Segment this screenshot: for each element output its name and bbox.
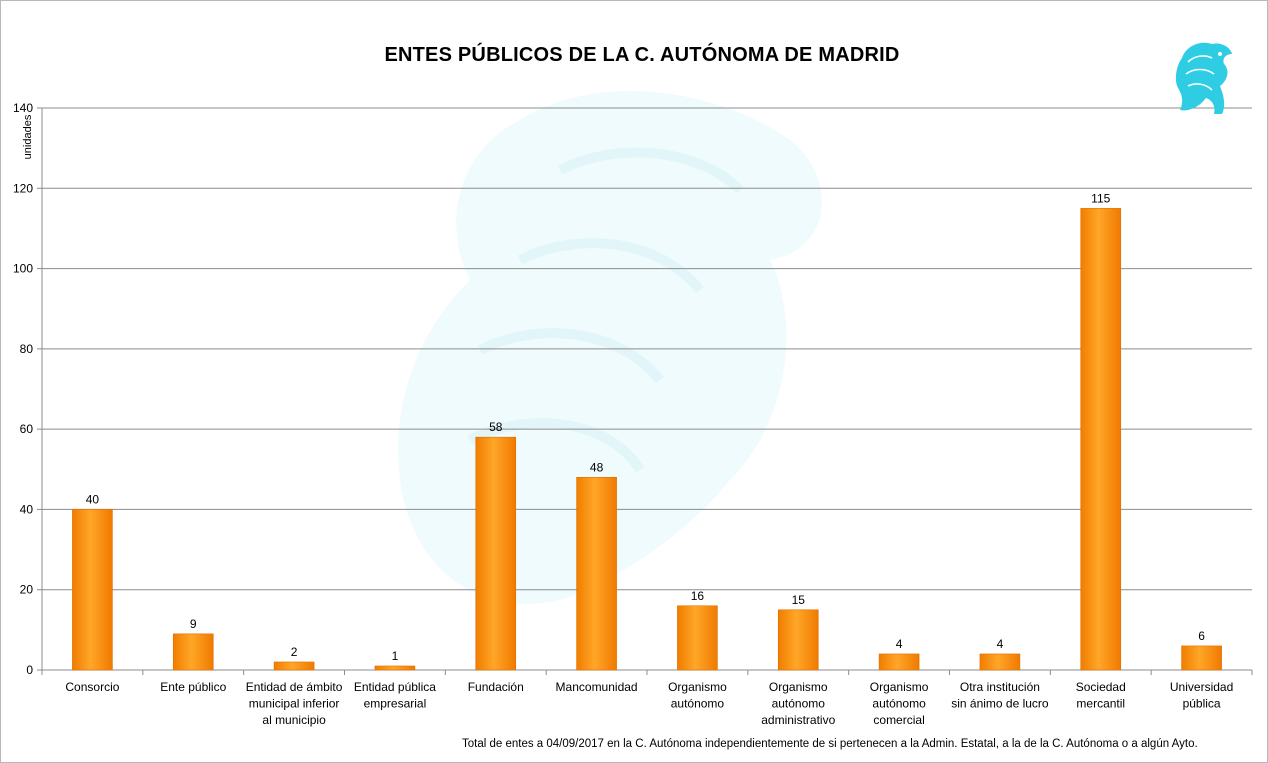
griffin-logo bbox=[1175, 42, 1232, 114]
bar bbox=[374, 665, 416, 671]
value-label: 15 bbox=[792, 593, 806, 607]
y-tick-label: 40 bbox=[20, 502, 34, 516]
axes bbox=[37, 107, 1253, 675]
y-axis-label: unidades bbox=[22, 114, 34, 159]
bar bbox=[273, 661, 315, 671]
value-label: 48 bbox=[590, 460, 604, 474]
bar bbox=[1080, 208, 1122, 671]
value-label: 2 bbox=[291, 645, 298, 659]
value-label: 9 bbox=[190, 617, 197, 631]
y-tick-label: 0 bbox=[26, 663, 33, 677]
bar bbox=[677, 605, 718, 671]
value-label: 4 bbox=[896, 637, 903, 651]
value-label: 40 bbox=[86, 492, 100, 506]
y-tick-label: 120 bbox=[13, 181, 33, 195]
category-label: Organismo autónomo bbox=[668, 680, 727, 711]
value-label: 115 bbox=[1091, 191, 1110, 205]
category-label: Consorcio bbox=[65, 680, 119, 694]
gridlines bbox=[42, 107, 1252, 591]
y-tick-label: 80 bbox=[20, 342, 34, 356]
category-label: Organismo autónomo comercial bbox=[870, 680, 929, 727]
bar bbox=[172, 633, 214, 671]
bar bbox=[1181, 645, 1222, 671]
bar bbox=[878, 653, 920, 671]
y-tick-label: 60 bbox=[20, 422, 34, 436]
chart-title: ENTES PÚBLICOS DE LA C. AUTÓNOMA DE MADR… bbox=[384, 44, 900, 66]
category-labels: Consorcio Ente público Entidad de ámbito mu… bbox=[65, 680, 1233, 727]
value-label: 16 bbox=[691, 589, 705, 603]
category-label: Organismo autónomo administrativo bbox=[761, 680, 835, 727]
category-label: Entidad pública empresarial bbox=[354, 680, 436, 711]
category-label: Sociedad mercantil bbox=[1076, 680, 1126, 711]
value-label: 6 bbox=[1198, 629, 1205, 643]
y-tick-label: 100 bbox=[13, 262, 33, 276]
footnote: Total de entes a 04/09/2017 en la C. Aut… bbox=[462, 738, 1198, 750]
bar bbox=[475, 436, 517, 671]
value-label: 1 bbox=[392, 649, 399, 663]
y-tick-labels: 0 20 40 60 80 100 120 140 bbox=[13, 101, 33, 677]
category-label: Mancomunidad bbox=[556, 680, 638, 694]
value-label: 4 bbox=[997, 637, 1004, 651]
category-label: Entidad de ámbito municipal inferior al mu… bbox=[246, 680, 343, 727]
bar bbox=[72, 509, 113, 671]
bar bbox=[777, 609, 819, 671]
bar bbox=[576, 477, 617, 671]
y-tick-label: 20 bbox=[20, 583, 34, 597]
category-label: Ente público bbox=[160, 680, 226, 694]
y-tick-label: 140 bbox=[13, 101, 33, 115]
value-label: 58 bbox=[489, 420, 503, 434]
bars bbox=[72, 208, 1222, 671]
bar bbox=[979, 653, 1021, 671]
category-label: Fundación bbox=[468, 680, 524, 694]
value-labels: 40 9 2 1 58 48 16 15 4 4 115 6 bbox=[86, 191, 1206, 663]
category-label: Otra institución sin ánimo de lucro bbox=[951, 680, 1049, 711]
category-label: Universidad pública bbox=[1170, 680, 1233, 711]
